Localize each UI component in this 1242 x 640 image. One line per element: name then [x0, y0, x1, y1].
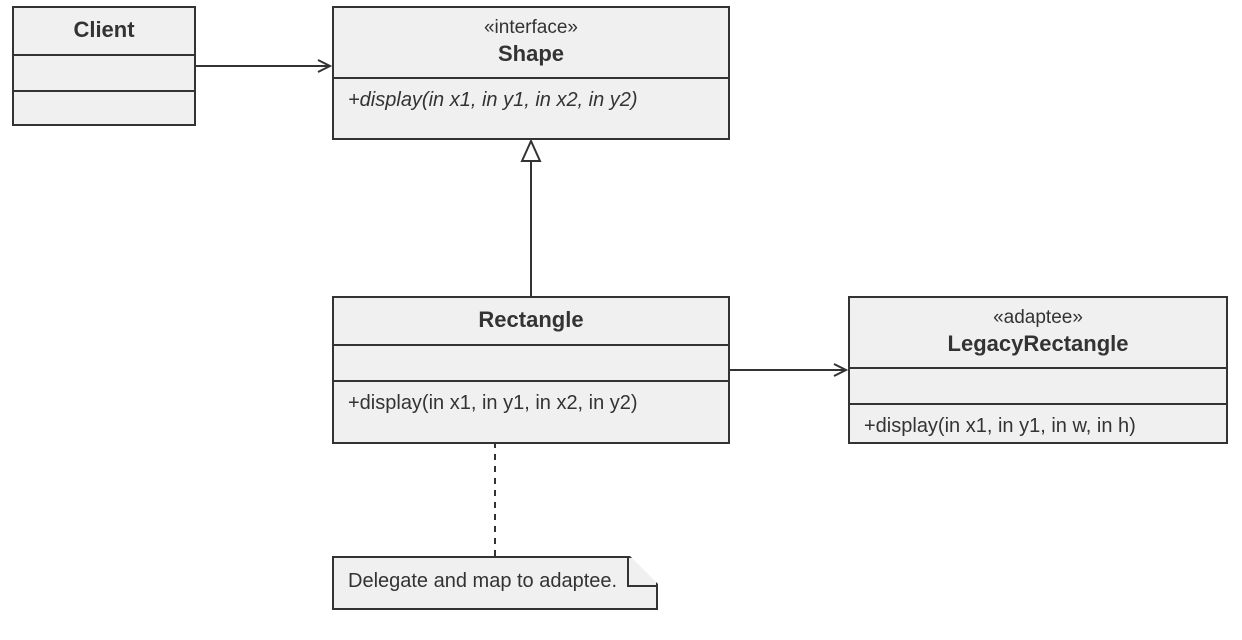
class-attributes-empty — [14, 56, 194, 92]
class-name-label: Rectangle — [344, 306, 718, 334]
class-operations-empty — [14, 92, 194, 126]
uml-note: Delegate and map to adaptee. — [332, 556, 658, 610]
class-box-legacy-rectangle: «adaptee» LegacyRectangle +display(in x1… — [848, 296, 1228, 444]
interface-box-shape: «interface» Shape +display(in x1, in y1,… — [332, 6, 730, 140]
class-title: «adaptee» LegacyRectangle — [850, 298, 1226, 369]
class-name-label: Shape — [344, 40, 718, 68]
class-title: «interface» Shape — [334, 8, 728, 79]
class-name-label: Client — [24, 16, 184, 44]
class-attributes-empty — [334, 346, 728, 382]
class-name-label: LegacyRectangle — [860, 330, 1216, 358]
class-box-client: Client — [12, 6, 196, 126]
uml-diagram-canvas: Client «interface» Shape +display(in x1,… — [0, 0, 1242, 640]
class-title: Rectangle — [334, 298, 728, 346]
class-attributes-empty — [850, 369, 1226, 405]
note-text: Delegate and map to adaptee. — [348, 570, 617, 592]
class-title: Client — [14, 8, 194, 56]
stereotype-label: «interface» — [344, 16, 718, 40]
class-operation: +display(in x1, in y1, in w, in h) — [850, 405, 1226, 459]
note-fold-icon — [628, 558, 656, 586]
stereotype-label: «adaptee» — [860, 306, 1216, 330]
class-box-rectangle: Rectangle +display(in x1, in y1, in x2, … — [332, 296, 730, 444]
class-operation: +display(in x1, in y1, in x2, in y2) — [334, 79, 728, 133]
class-operation: +display(in x1, in y1, in x2, in y2) — [334, 382, 728, 436]
